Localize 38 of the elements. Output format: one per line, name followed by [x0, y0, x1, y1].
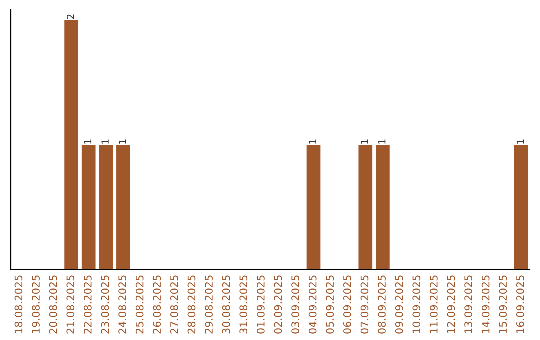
data-label: 1: [516, 140, 524, 144]
x-tick-label: 19.08.2025: [32, 276, 40, 334]
x-tick-label: 29.08.2025: [205, 276, 213, 334]
x-tick-label: 05.09.2025: [326, 276, 334, 334]
x-tick-label: 18.08.2025: [14, 276, 23, 334]
data-label: 1: [309, 140, 316, 144]
x-tick-label: 26.08.2025: [153, 276, 162, 334]
x-tick-label: 04.09.2025: [308, 276, 317, 334]
x-tick-label: 31.08.2025: [240, 276, 248, 334]
x-tick-label: 03.09.2025: [292, 276, 300, 334]
x-tick-label: 08.09.2025: [378, 276, 386, 334]
data-label: 1: [102, 140, 109, 144]
x-tick-label: 12.09.2025: [447, 276, 456, 334]
x-tick-label: 11.09.2025: [430, 276, 438, 334]
x-tick-label: 28.08.2025: [188, 276, 196, 334]
x-tick-label: 23.08.2025: [101, 276, 110, 334]
x-tick-label: 10.09.2025: [412, 276, 421, 334]
x-tick-label: 15.09.2025: [499, 276, 508, 334]
x-tick-label: 01.09.2025: [256, 276, 265, 334]
data-label: 1: [119, 140, 126, 144]
x-tick-label: 09.09.2025: [395, 276, 404, 334]
x-tick-label: 20.08.2025: [49, 276, 58, 334]
x-tick-label: 02.09.2025: [274, 276, 282, 334]
x-tick-label: 22.08.2025: [84, 276, 92, 334]
x-tick-label: 16.09.2025: [516, 276, 524, 334]
x-tick-label: 30.08.2025: [222, 276, 230, 334]
x-tick-label: 07.09.2025: [360, 276, 369, 334]
x-tick-label: 13.09.2025: [464, 276, 472, 334]
data-label: 2: [67, 14, 74, 20]
x-tick-label: 14.09.2025: [482, 276, 490, 334]
x-tick-label: 25.08.2025: [136, 276, 144, 334]
data-label: 1: [378, 140, 386, 144]
x-tick-label: 06.09.2025: [343, 276, 352, 334]
data-label: 1: [361, 140, 368, 144]
x-tick-label: 21.08.2025: [66, 276, 75, 334]
x-tick-label: 27.08.2025: [170, 276, 178, 334]
data-label: 1: [84, 140, 92, 144]
x-tick-label: 24.08.2025: [118, 276, 126, 334]
